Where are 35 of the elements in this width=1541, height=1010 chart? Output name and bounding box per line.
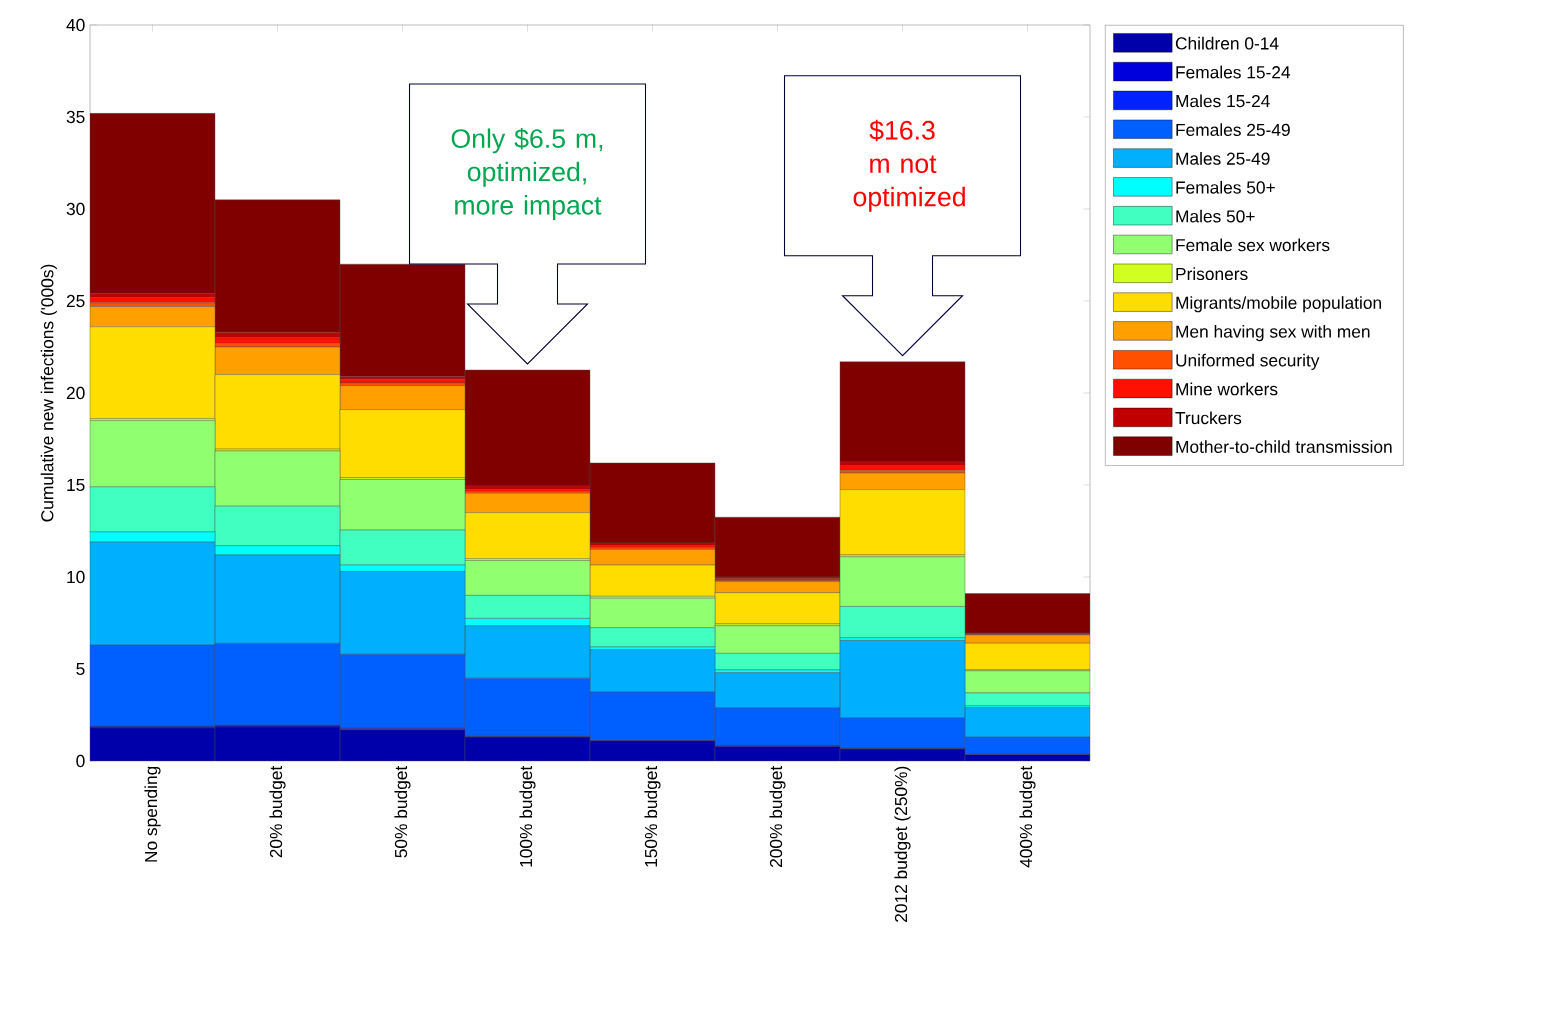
y-tick-label: 40 [66,18,85,32]
legend-label: Mine workers [1176,382,1278,396]
x-tick-label: No spending [144,766,161,862]
legend-label: Females 25-49 [1176,123,1290,137]
legend-label: Truckers [1175,411,1242,425]
y-tick-label: 20 [66,386,85,400]
legend-label: Uniformed security [1176,353,1320,370]
legend-label: Males 15-24 [1176,94,1270,108]
legend-label: Female sex workers [1176,238,1330,252]
x-tick-label: 100% budget [519,765,536,867]
legend-label: Females 50+ [1176,180,1275,194]
annotation: $16.3 m not optimized [853,119,965,212]
y-tick-label: 30 [66,202,85,216]
x-tick-label: 400% budget [1019,765,1036,868]
x-tick-label: 50% budget [394,765,411,858]
legend-label: Migrants/mobile population [1176,296,1381,313]
legend-label: Males 50+ [1176,209,1255,223]
y-tick-label: 10 [67,570,85,584]
y-axis-title: Cumulative new infections ('000s) [40,264,57,522]
x-tick-label: 150% budget [644,765,661,867]
y-tick-label: 35 [66,110,85,124]
y-tick-label: 15 [67,478,85,492]
y-tick-label: 5 [76,662,85,676]
y-tick-label: 25 [66,294,85,308]
x-tick-label: 2012 budget (250%) [894,766,911,922]
legend-label: Men having sex with men [1176,324,1370,342]
legend-label: Mother-to-child transmission [1176,440,1392,453]
y-tick-label: 0 [76,754,85,768]
legend-label: Females 15-24 [1176,65,1291,79]
x-tick-label: 200% budget [769,765,786,867]
x-tick-label: 20% budget [269,765,286,858]
annotation: Only $6.5 m, optimized, more impact [451,128,603,220]
legend-label: Children 0-14 [1175,36,1279,50]
legend-label: Prisoners [1176,267,1248,281]
legend-label: Males 25-49 [1176,152,1270,165]
